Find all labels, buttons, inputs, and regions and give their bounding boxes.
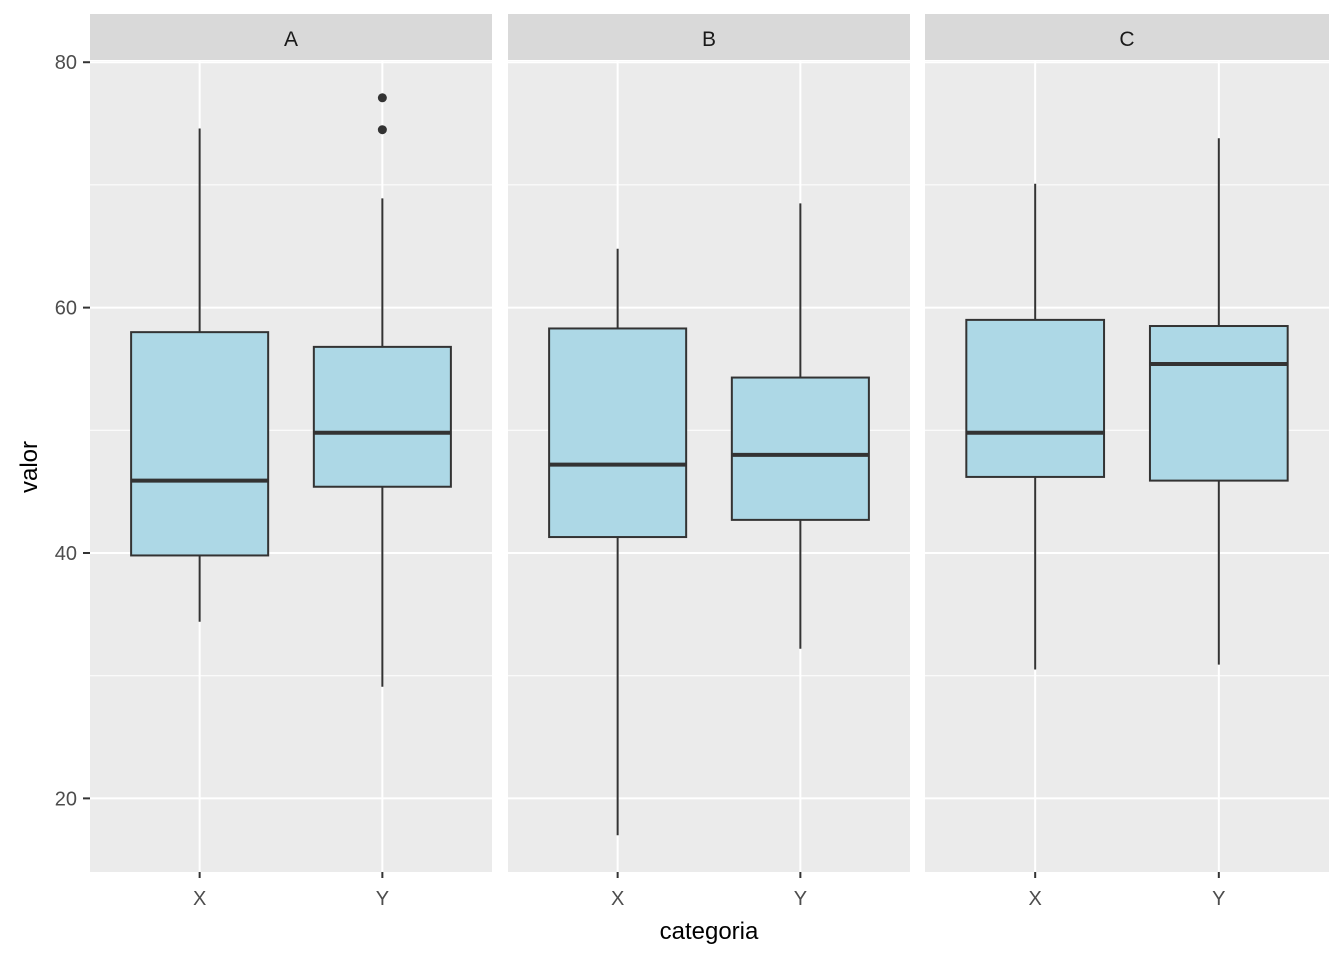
y-tick-label: 40 bbox=[55, 543, 77, 565]
facet-panel-B: B X Y bbox=[508, 14, 910, 910]
facet-panel-A: A X Y bbox=[90, 14, 492, 910]
x-axis-title: categoria bbox=[660, 918, 759, 945]
box-iqr bbox=[965, 318, 1106, 478]
y-axis-title: valor bbox=[16, 441, 43, 493]
facet-strip bbox=[925, 14, 1329, 60]
box-A-Y bbox=[312, 93, 452, 687]
box-iqr bbox=[1148, 325, 1289, 482]
facet-strip bbox=[90, 14, 492, 60]
box-C-X bbox=[965, 183, 1106, 670]
outlier-point bbox=[377, 93, 387, 103]
box-B-Y bbox=[730, 203, 870, 649]
box-B-X bbox=[548, 248, 688, 836]
facet-strip bbox=[508, 14, 910, 60]
y-tick-label: 20 bbox=[55, 788, 77, 810]
y-tick-label: 80 bbox=[55, 52, 77, 74]
x-tick-label: X bbox=[193, 888, 206, 910]
x-tick-label: X bbox=[611, 888, 624, 910]
x-tick-label: X bbox=[1029, 888, 1042, 910]
y-tick-label: 60 bbox=[55, 298, 77, 320]
box-iqr bbox=[730, 376, 870, 521]
outlier-point bbox=[377, 125, 387, 135]
x-tick-label: Y bbox=[1212, 888, 1225, 910]
box-iqr bbox=[130, 331, 270, 557]
box-iqr bbox=[312, 345, 452, 488]
facet-strip-label: B bbox=[702, 28, 716, 51]
box-A-X bbox=[130, 128, 270, 622]
x-tick-label: Y bbox=[794, 888, 807, 910]
facet-strip-label: A bbox=[284, 28, 298, 51]
box-iqr bbox=[548, 327, 688, 539]
x-tick-label: Y bbox=[376, 888, 389, 910]
facet-strip-label: C bbox=[1119, 28, 1134, 51]
facet-panel-C: C X Y bbox=[925, 14, 1329, 910]
box-C-Y bbox=[1148, 138, 1289, 665]
